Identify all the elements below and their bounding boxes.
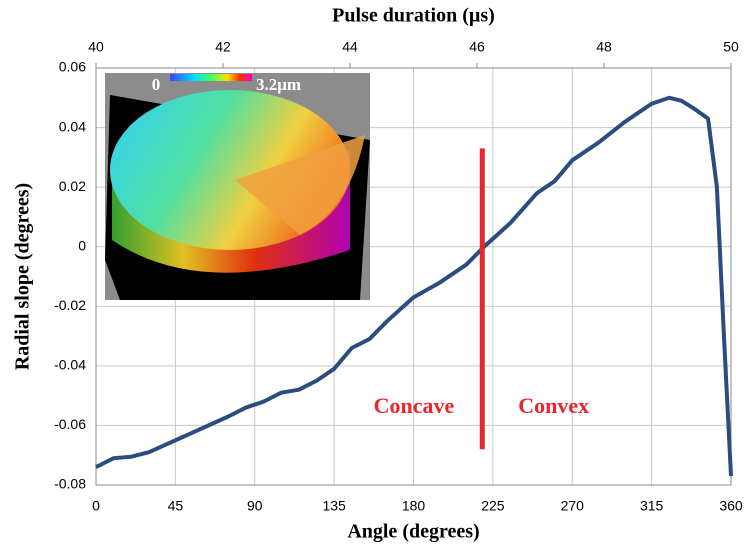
chart: 0.06 0.04 0.02 0 -0.02 -0.04 -0.06 -0.08 0 45 90 13… <box>0 0 748 548</box>
x2-tick-label: 46 <box>469 39 485 55</box>
x-axis-title: Angle (degrees) <box>347 521 479 543</box>
x2-tick-label: 44 <box>342 39 358 55</box>
x-tick-label: 315 <box>640 498 664 514</box>
inset-label: 3.2μm <box>256 75 301 94</box>
x2-axis-title: Pulse duration (µs) <box>332 5 495 27</box>
x2-tick-label: 40 <box>88 39 104 55</box>
x2-tick-label: 42 <box>215 39 231 55</box>
annotation: Convex <box>518 393 589 418</box>
inset-label: 0 <box>152 75 161 94</box>
x-tick-label: 90 <box>247 498 263 514</box>
y-axis-title: Radial slope (degrees) <box>12 183 34 370</box>
x-tick-label: 225 <box>481 498 505 514</box>
x-tick-label: 0 <box>92 498 100 514</box>
x-tick-label: 135 <box>322 498 346 514</box>
y-tick-label: 0.02 <box>59 178 86 194</box>
y-tick-label: -0.04 <box>54 357 86 373</box>
y-tick-label: -0.02 <box>54 297 86 313</box>
x-tick-label: 45 <box>168 498 184 514</box>
x-tick-label: 270 <box>561 498 585 514</box>
inset-image <box>105 73 370 300</box>
y-tick-label: 0 <box>78 237 86 253</box>
y-tick-label: 0.04 <box>59 118 86 134</box>
annotation: Concave <box>374 393 455 418</box>
x-tick-label: 360 <box>719 498 743 514</box>
x-tick-label: 180 <box>402 498 426 514</box>
x2-tick-label: 48 <box>596 39 612 55</box>
y-tick-label: -0.06 <box>54 416 86 432</box>
x2-tick-label: 50 <box>723 39 739 55</box>
y-tick-label: -0.08 <box>54 476 86 492</box>
y-tick-label: 0.06 <box>59 59 86 75</box>
